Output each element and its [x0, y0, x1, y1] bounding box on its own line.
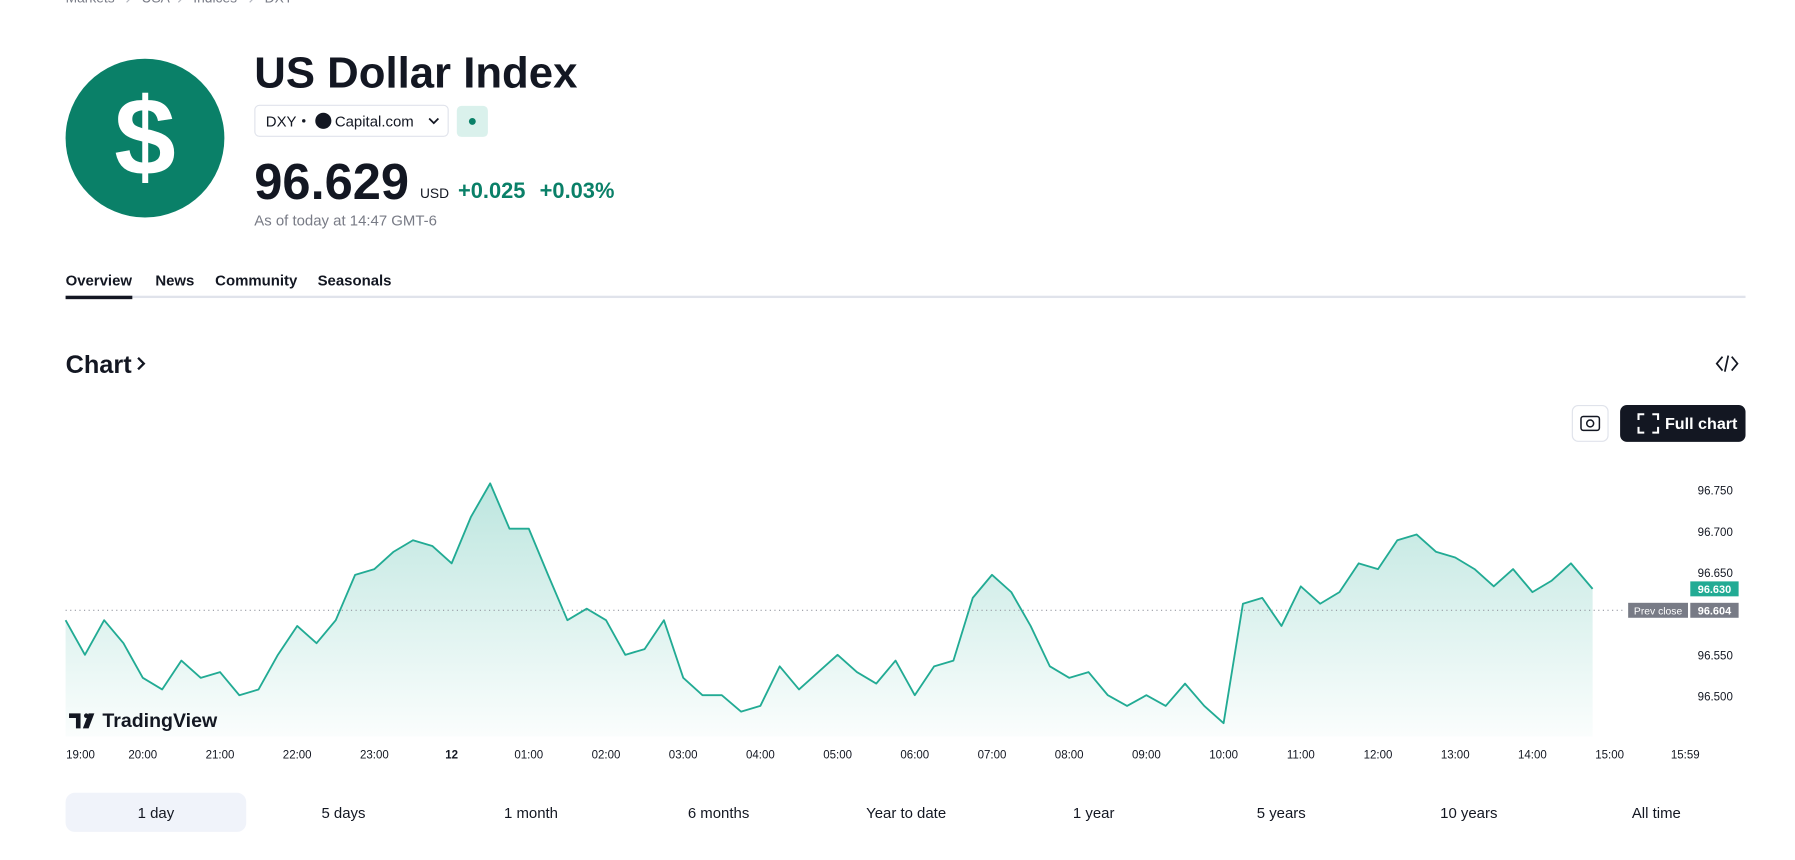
full-chart-label: Full chart: [1665, 415, 1738, 433]
y-tick-label: 96.700: [1698, 527, 1733, 539]
source-icon: [315, 112, 332, 129]
expand-icon: [1637, 413, 1660, 434]
prev-close-box: [1690, 602, 1739, 618]
logo-glyph: $: [114, 76, 175, 199]
change-percent: +0.03%: [540, 178, 615, 203]
breadcrumb-sep: [177, 0, 182, 3]
x-tick-label: 04:00: [746, 749, 775, 761]
x-tick-label: 01:00: [514, 749, 543, 761]
chevron: [428, 117, 440, 125]
range-option[interactable]: Year to date: [866, 805, 946, 822]
x-tick-label: 13:00: [1441, 749, 1470, 761]
separator: [302, 119, 306, 123]
section-title[interactable]: Chart: [66, 351, 133, 379]
logo: [65, 58, 225, 218]
x-tick-label: 08:00: [1055, 749, 1084, 761]
status-dot: [468, 117, 476, 125]
tradingview-text: TradingView: [102, 710, 218, 732]
x-tick-label: 14:00: [1518, 749, 1547, 761]
range-option[interactable]: All time: [1632, 805, 1681, 822]
tabs: Overview News Community Seasonals: [66, 272, 392, 289]
source: Capital.com: [335, 114, 414, 131]
x-tick-label: 23:00: [360, 749, 389, 761]
snapshot-button[interactable]: [1571, 405, 1609, 442]
last-price-box: [1690, 581, 1739, 597]
chart: 96.500 96.550 96.650 96.700 96.750 19:00 20:00…: [64, 482, 1739, 761]
title: US Dollar Index: [254, 48, 577, 97]
price: 96.629: [254, 153, 409, 210]
area-fill: [65, 483, 1593, 737]
full-chart-button[interactable]: [1620, 405, 1746, 442]
x-tick-label: 05:00: [823, 749, 852, 761]
x-tick-label: 15:59: [1671, 749, 1700, 761]
tradingview-dot: [83, 713, 89, 719]
symbol-chip[interactable]: [254, 104, 449, 137]
tab[interactable]: Seasonals: [318, 272, 392, 289]
breadcrumb-item[interactable]: Markets: [66, 0, 115, 5]
x-tick-label: 07:00: [978, 749, 1007, 761]
active-range: [65, 792, 247, 832]
prev-close-name-box: [1628, 602, 1688, 618]
x-tick-label: 03:00: [669, 749, 698, 761]
x-tick-label: 06:00: [900, 749, 929, 761]
camera-lens: [1585, 419, 1595, 428]
tab[interactable]: Overview: [66, 272, 133, 289]
x-tick-label: 21:00: [206, 749, 235, 761]
breadcrumb: Markets USA Indices DXY: [66, 0, 293, 5]
x-tick-label: 09:00: [1132, 749, 1161, 761]
range-option[interactable]: 6 months: [688, 805, 749, 822]
x-tick-label: 20:00: [128, 749, 157, 761]
breadcrumb-sep: [126, 0, 130, 3]
x-tick-label: 11:00: [1287, 749, 1315, 761]
change: +0.025: [458, 178, 525, 203]
x-tick-label: 02:00: [592, 749, 621, 761]
tab[interactable]: News: [155, 272, 194, 289]
prev-close-label: 96.604: [1698, 605, 1732, 617]
active-tab-indicator: [65, 295, 133, 300]
range-option[interactable]: 10 years: [1440, 805, 1497, 822]
as-of: As of today at 14:47 GMT-6: [254, 213, 437, 230]
tabs-divider: [65, 295, 1746, 299]
range-option[interactable]: 1 month: [504, 805, 558, 822]
x-tick-label: 22:00: [283, 749, 312, 761]
x-tick-label: 15:00: [1595, 749, 1624, 761]
camera-icon: [1580, 415, 1601, 432]
embed-icon[interactable]: [1715, 355, 1739, 372]
x-tick-label: 19:00: [66, 749, 95, 761]
breadcrumb-item[interactable]: Indices: [193, 0, 237, 5]
breadcrumb-item[interactable]: DXY: [265, 0, 293, 5]
x-tick-label: 10:00: [1209, 749, 1238, 761]
y-tick-label: 96.550: [1698, 650, 1733, 662]
symbol: DXY: [266, 114, 297, 131]
prev-close-name: Prev close: [1634, 606, 1683, 617]
breadcrumb-item[interactable]: USA: [142, 0, 171, 5]
tab[interactable]: Community: [215, 272, 298, 289]
y-tick-label: 96.750: [1698, 486, 1733, 498]
x-tick-label: 12: [445, 749, 458, 761]
y-tick-label: 96.650: [1698, 568, 1733, 580]
x-tick-label: 12:00: [1364, 749, 1393, 761]
y-tick-label: 96.500: [1698, 692, 1733, 704]
currency: USD: [420, 186, 449, 201]
range-option[interactable]: 5 days: [321, 805, 365, 822]
range-selector: 1 day 5 days 1 month 6 months Year to date 1 …: [138, 805, 1681, 822]
range-option[interactable]: 1 day: [138, 805, 175, 822]
breadcrumb-sep: [249, 0, 253, 3]
last-price-label: 96.630: [1698, 584, 1731, 596]
range-option[interactable]: 5 years: [1257, 805, 1306, 822]
section-arrow: [137, 357, 146, 371]
price-line: [64, 482, 1594, 725]
range-option[interactable]: 1 year: [1073, 805, 1115, 822]
